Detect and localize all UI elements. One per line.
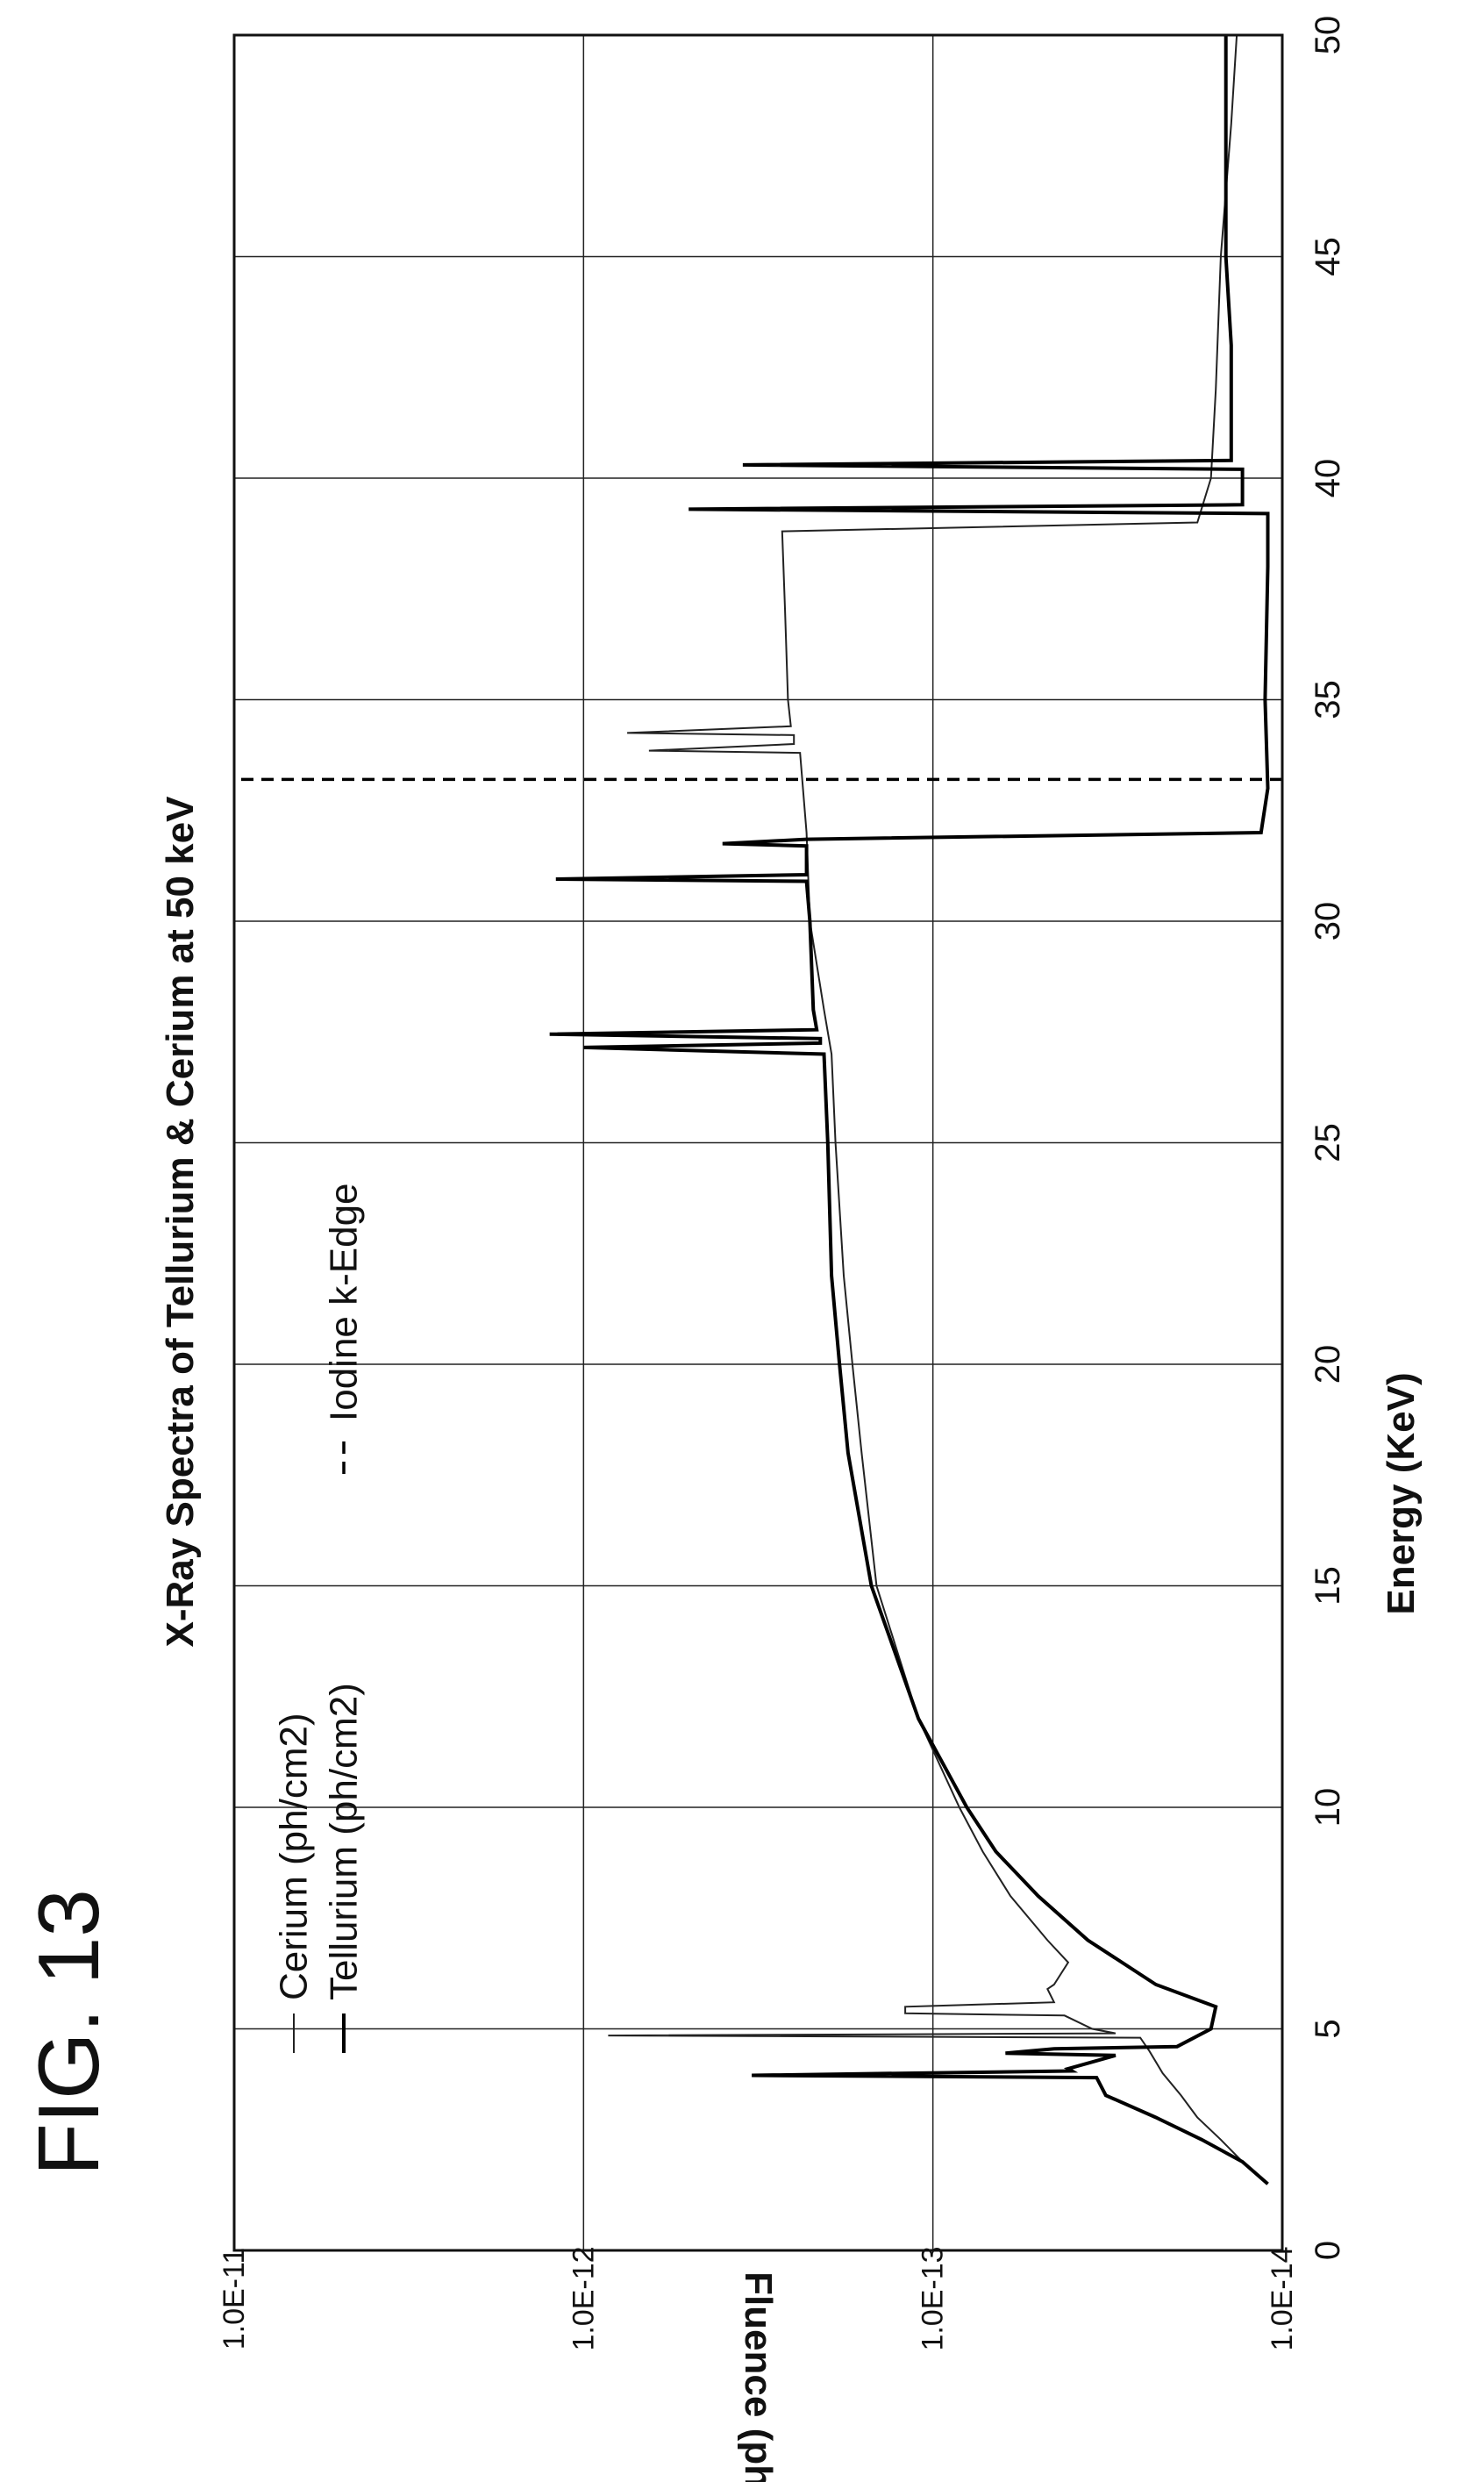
series-line-tellurium-ph-cm: [549, 35, 1270, 2185]
x-tick-label: 10: [1309, 1788, 1347, 1828]
plot-area: [232, 33, 1284, 2252]
y-axis: 1.0E-14 1.0E-13 1.0E-12 1.0E-11: [218, 2246, 1299, 2350]
x-tick-label: 40: [1309, 459, 1347, 498]
legend-label: Cerium (ph/cm2): [273, 1713, 316, 2000]
y-tick-label: 1.0E-12: [567, 2246, 600, 2350]
x-tick-label: 0: [1309, 2241, 1347, 2260]
legend-label: Tellurium (ph/cm2): [323, 1683, 366, 2000]
x-axis-label: Energy (KeV): [1380, 1372, 1423, 1614]
x-tick-label: 20: [1309, 1345, 1347, 1384]
x-axis: 0 5 10 15 20 25 30 35 40 45 50: [1309, 16, 1347, 2260]
x-tick-label: 50: [1309, 16, 1347, 55]
x-tick-label: 25: [1309, 1123, 1347, 1162]
x-tick-label: 45: [1309, 237, 1347, 276]
chart-title: X-Ray Spectra of Tellurium & Cerium at 5…: [159, 796, 202, 1648]
x-tick-label: 30: [1309, 902, 1347, 941]
x-tick-label: 15: [1309, 1566, 1347, 1606]
y-axis-label: Fluence (ph/cm2): [737, 2271, 780, 2482]
series-line-cerium-ph-cm: [608, 34, 1269, 2185]
x-tick-label: 35: [1309, 680, 1347, 719]
y-tick-label: 1.0E-14: [1266, 2246, 1299, 2350]
legend: Cerium (ph/cm2) Tellurium (ph/cm2) Iodine …: [273, 1183, 366, 2053]
x-tick-label: 5: [1309, 2019, 1347, 2038]
grid: [233, 34, 1283, 2251]
y-tick-label: 1.0E-11: [218, 2248, 251, 2350]
y-tick-label: 1.0E-13: [917, 2246, 950, 2350]
series-layer: [234, 34, 1282, 2185]
legend-label: Iodine k-Edge: [323, 1183, 366, 1421]
